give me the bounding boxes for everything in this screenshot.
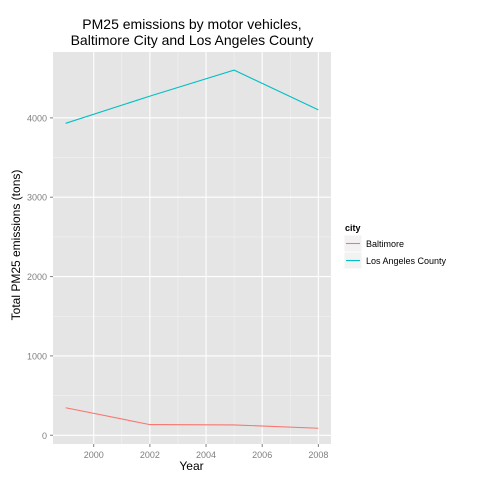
x-tick-label: 2004 xyxy=(196,450,216,460)
legend-label-baltimore: Baltimore xyxy=(366,239,404,249)
series-lines xyxy=(65,69,319,429)
y-tick-label: 2000 xyxy=(27,272,47,282)
series-line-los-angeles-county xyxy=(65,69,319,124)
chart-title-line-1: PM25 emissions by motor vehicles, xyxy=(82,16,301,32)
plot-panel xyxy=(53,52,331,444)
x-tick-label: 2000 xyxy=(84,450,104,460)
y-axis-title: Total PM25 emissions (tons) xyxy=(9,170,23,321)
x-tick-label: 2006 xyxy=(252,450,272,460)
plot-panel-background xyxy=(53,52,331,444)
y-tick-label: 1000 xyxy=(27,351,47,361)
y-tick-label: 3000 xyxy=(27,193,47,203)
grid-lines xyxy=(53,52,331,444)
legend-label-los-angeles-county: Los Angeles County xyxy=(366,256,447,266)
x-tick-label: 2002 xyxy=(140,450,160,460)
chart-title-line-2: Baltimore City and Los Angeles County xyxy=(71,32,314,48)
legend-title: city xyxy=(345,223,361,233)
y-tick-label: 0 xyxy=(42,431,47,441)
y-tick-label: 4000 xyxy=(27,113,47,123)
series-line-baltimore xyxy=(65,407,319,429)
x-tick-label: 2008 xyxy=(308,450,328,460)
x-axis-title: Year xyxy=(179,459,203,473)
axes: 2000 2002 2004 2006 2008 0 1000 2000 3000 4000 xyxy=(27,113,328,460)
legend: city Baltimore Los Angeles County xyxy=(343,223,447,270)
